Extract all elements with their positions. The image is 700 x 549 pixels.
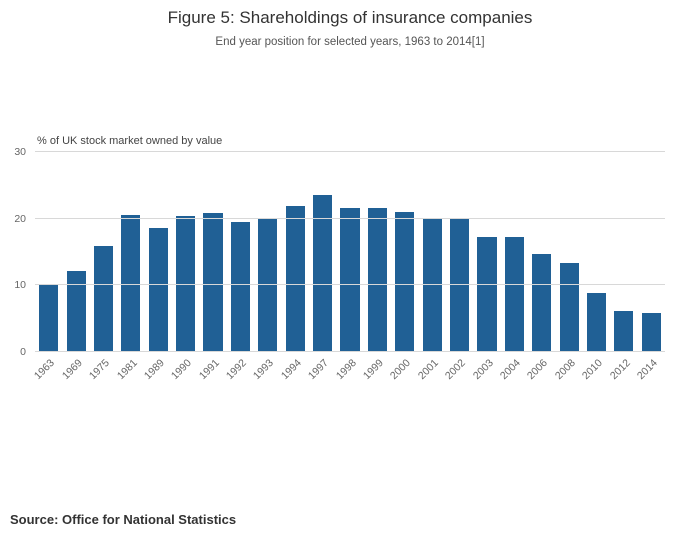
x-tick-label: 1989 [141, 357, 167, 383]
bar [203, 213, 223, 352]
source-text: Source: Office for National Statistics [10, 512, 237, 527]
bar-slot: 1999 [361, 152, 391, 382]
bars-container: 1963 1969 1975 1981 1989 1990 1991 1992 1993 1994… [32, 152, 665, 382]
x-tick-label: 1963 [32, 357, 58, 383]
bar-slot: 1991 [197, 152, 226, 382]
x-tick-label: 1990 [169, 357, 195, 383]
bar [285, 206, 305, 352]
gridline [35, 217, 665, 219]
bar [532, 254, 552, 352]
x-tick-label: 2000 [388, 357, 414, 383]
x-tick-label: 2014 [634, 357, 660, 383]
bar-slot: 2006 [525, 152, 555, 382]
bar [641, 312, 661, 352]
x-tick-label: 1998 [333, 357, 359, 383]
bar [313, 194, 333, 352]
bar-slot: 1963 [32, 152, 62, 382]
x-tick-label: 1991 [196, 357, 222, 383]
bar [367, 208, 387, 352]
x-tick-label: 1969 [59, 357, 85, 383]
bar-slot: 2001 [416, 152, 445, 382]
bar-slot: 1997 [306, 152, 336, 382]
bar [586, 293, 607, 352]
bar [39, 285, 59, 352]
bar [614, 310, 634, 352]
y-tick-label: 30 [14, 146, 26, 158]
y-tick-label: 0 [20, 346, 26, 358]
plot-area: % of UK stock market owned by value 1963… [32, 135, 665, 382]
bar-slot: 1998 [333, 152, 363, 382]
x-tick-label: 2006 [525, 357, 551, 383]
x-tick-label: 2010 [579, 357, 606, 383]
bar [477, 236, 497, 352]
bar-slot: 2014 [635, 152, 665, 382]
bar [340, 208, 360, 352]
bar-slot: 1993 [251, 152, 281, 382]
gridline [35, 284, 665, 286]
bar-slot: 2008 [553, 152, 582, 382]
y-axis: 0 10 20 30 [0, 146, 30, 358]
bar-slot: 1975 [87, 152, 117, 382]
x-tick-label: 2012 [607, 357, 633, 383]
bar [559, 262, 579, 352]
chart-subtitle: End year position for selected years, 19… [215, 36, 485, 48]
bar-slot: 2012 [607, 152, 637, 382]
bar-slot: 1992 [224, 152, 254, 382]
x-tick-label: 2001 [415, 357, 441, 383]
gridline [35, 151, 665, 152]
bar-slot: 2000 [388, 152, 418, 382]
x-tick-label: 1994 [278, 357, 304, 383]
bar-slot: 1969 [60, 152, 89, 382]
bar [395, 212, 415, 352]
x-tick-label: 1992 [223, 357, 249, 383]
bar-slot: 2003 [470, 152, 500, 382]
bar [66, 270, 86, 352]
x-tick-label: 1999 [360, 357, 386, 383]
bar [449, 219, 470, 352]
bar [93, 246, 114, 352]
y-tick-label: 10 [14, 279, 26, 292]
bar-slot: 1989 [142, 152, 172, 382]
x-tick-label: 2004 [497, 357, 523, 383]
x-tick-label: 2002 [443, 357, 469, 383]
x-tick-label: 2008 [552, 357, 578, 383]
chart-header: Figure 5: Shareholdings of insurance com… [0, 0, 700, 48]
bar-slot: 1990 [169, 152, 199, 382]
bar-slot: 1994 [279, 152, 309, 382]
x-tick-label: 1981 [114, 357, 140, 383]
y-tick-label: 20 [14, 212, 26, 225]
bar-slot: 2002 [443, 152, 473, 382]
x-tick-label: 1975 [86, 357, 112, 383]
x-tick-label: 1993 [251, 357, 277, 383]
bar [504, 237, 524, 352]
bar-slot: 1981 [114, 152, 144, 382]
chart-title: Figure 5: Shareholdings of insurance com… [167, 8, 533, 27]
bar [230, 222, 251, 352]
bar [121, 215, 141, 352]
bar-slot: 2010 [580, 152, 610, 382]
bar [148, 228, 168, 352]
bar-slot: 2004 [498, 152, 528, 382]
bar [176, 216, 196, 352]
y-axis-label: % of UK stock market owned by value [37, 135, 223, 147]
x-tick-label: 1997 [306, 357, 332, 383]
x-tick-label: 2003 [470, 357, 496, 383]
gridline [35, 351, 665, 352]
